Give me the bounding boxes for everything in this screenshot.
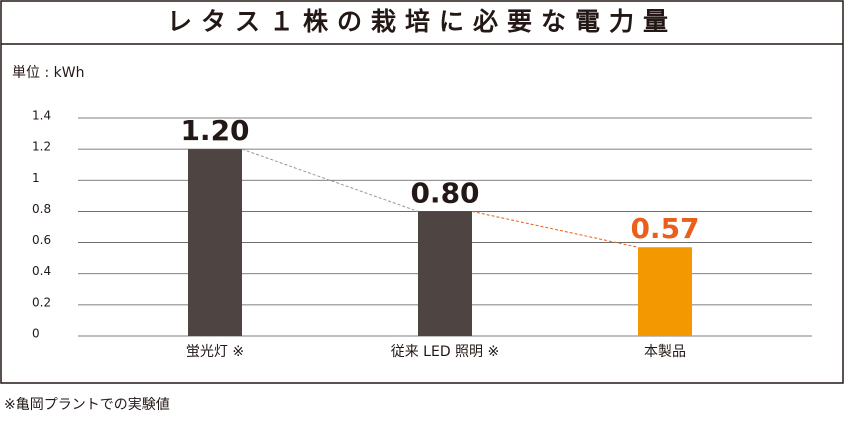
y-tick-label: 0.8	[32, 202, 51, 216]
y-tick-label: 0.6	[32, 233, 51, 247]
chart-title: レタス１株の栽培に必要な電力量	[167, 7, 677, 36]
y-tick-label: 1	[32, 171, 40, 185]
value-label: 1.20	[180, 114, 249, 147]
x-tick-label: 本製品	[644, 344, 686, 360]
footnote: ※亀岡プラントでの実験値	[4, 397, 170, 413]
y-tick-label: 0.2	[32, 295, 51, 309]
y-tick-label: 1.4	[32, 109, 51, 123]
bar	[188, 149, 242, 336]
bar	[418, 211, 472, 336]
unit-label: 単位 : kWh	[12, 65, 84, 81]
x-tick-label: 従来 LED 照明 ※	[391, 344, 500, 360]
trend-line	[241, 148, 419, 212]
y-tick-label: 0	[32, 327, 40, 341]
value-label: 0.57	[630, 212, 699, 245]
y-tick-label: 0.4	[32, 264, 51, 278]
y-tick-label: 1.2	[32, 140, 51, 154]
value-label: 0.80	[410, 176, 479, 209]
trend-line	[471, 210, 639, 248]
x-tick-label: 蛍光灯 ※	[186, 344, 244, 360]
bar	[638, 247, 692, 336]
frame	[0, 0, 844, 384]
